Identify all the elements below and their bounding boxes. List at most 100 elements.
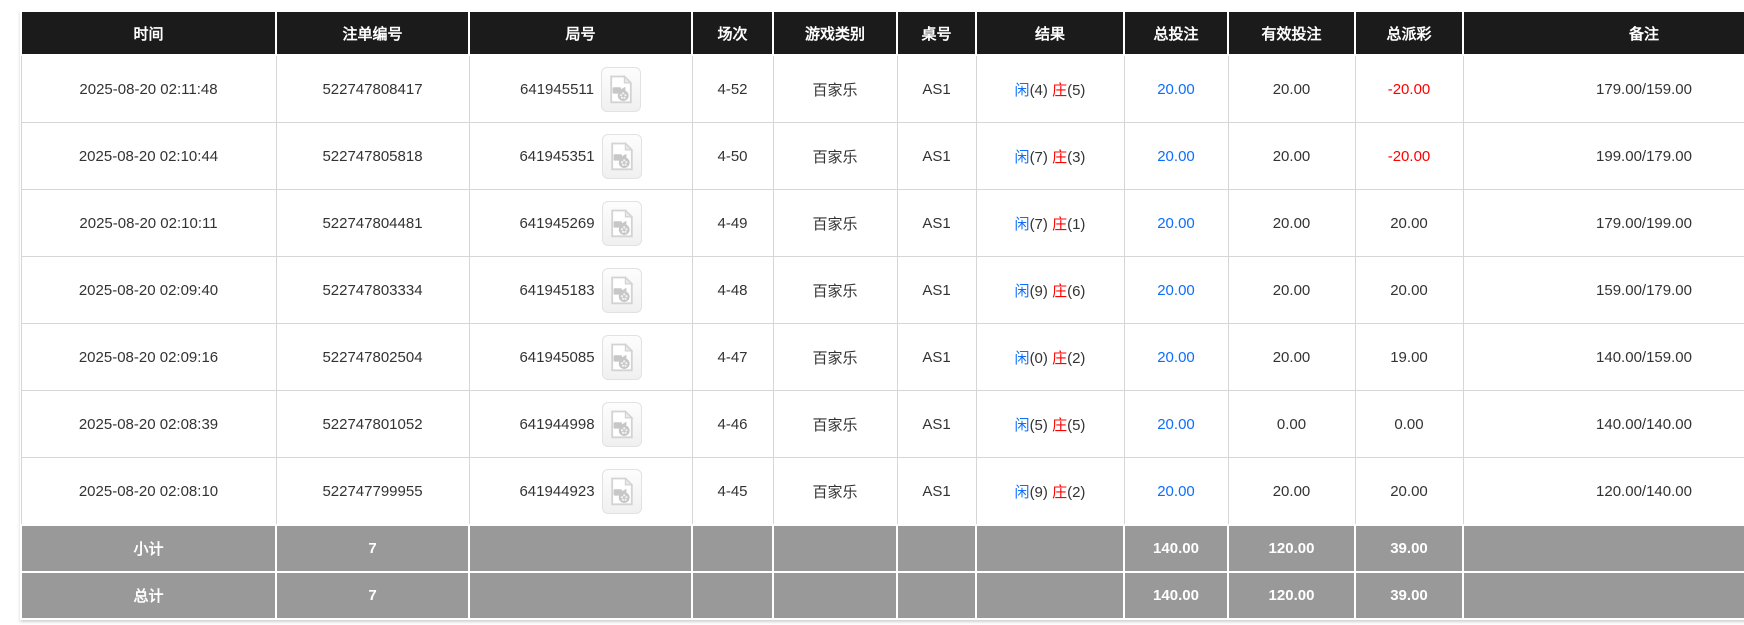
session-cell: 4-45 (691, 457, 774, 526)
valid-bet-cell: 20.00 (1227, 122, 1356, 190)
valid-bet-cell: 20.00 (1227, 457, 1356, 526)
table-no-cell: AS1 (896, 390, 977, 458)
bet-id-cell: 522747808417 (275, 54, 470, 123)
valid-bet-cell: 0.00 (1227, 390, 1356, 458)
game-type-cell: 百家乐 (772, 323, 898, 391)
total-bet-cell[interactable]: 20.00 (1123, 122, 1229, 190)
column-header-session: 场次 (691, 10, 774, 56)
banker-result-label: 庄 (1052, 282, 1068, 300)
summary-row: 总计 7 140.00 120.00 39.00 (20, 571, 1744, 620)
game-type-cell: 百家乐 (772, 457, 898, 526)
column-header-valid_bet: 有效投注 (1227, 10, 1356, 56)
column-header-remark: 备注 (1462, 10, 1744, 56)
round-id-value: 641945511 (520, 80, 594, 98)
table-row: 2025-08-20 02:10:44 522747805818 6419453… (20, 122, 1744, 190)
video-file-icon (611, 275, 634, 304)
payout-cell: 0.00 (1354, 390, 1464, 458)
payout-cell: -20.00 (1354, 122, 1464, 190)
round-id-cell: 641945511 (468, 54, 693, 123)
video-replay-button[interactable] (601, 200, 642, 246)
round-id-cell: 641945183 (468, 256, 693, 324)
time-cell: 2025-08-20 02:09:40 (20, 256, 277, 324)
banker-result-label: 庄 (1052, 148, 1068, 166)
column-header-bet_id: 注单编号 (275, 10, 470, 56)
table-body: 2025-08-20 02:11:48 522747808417 6419455… (20, 54, 1744, 526)
round-id-cell: 641945351 (468, 122, 693, 190)
payout-cell: -20.00 (1354, 54, 1464, 123)
table-no-cell: AS1 (896, 189, 977, 257)
banker-result-score: (5) (1067, 81, 1086, 99)
table-no-cell: AS1 (896, 323, 977, 391)
banker-result-score: (1) (1067, 215, 1086, 233)
summary-total-bet-cell: 140.00 (1123, 571, 1229, 620)
video-file-icon (610, 74, 633, 103)
summary-count-cell: 7 (275, 571, 470, 620)
round-id-value: 641944923 (519, 482, 595, 500)
valid-bet-cell: 20.00 (1227, 256, 1356, 324)
video-replay-button[interactable] (601, 401, 642, 447)
player-result-score: (9) (1029, 282, 1048, 300)
player-result-score: (9) (1029, 483, 1048, 501)
bet-id-cell: 522747805818 (275, 122, 470, 190)
result-cell: 闲(7) 庄(3) (975, 122, 1125, 190)
video-file-icon (611, 476, 634, 505)
payout-cell: 20.00 (1354, 189, 1464, 257)
column-header-table_no: 桌号 (896, 10, 977, 56)
round-id-value: 641945269 (519, 214, 595, 232)
table-no-cell: AS1 (896, 457, 977, 526)
result-cell: 闲(9) 庄(6) (975, 256, 1125, 324)
bet-id-cell: 522747803334 (275, 256, 470, 324)
total-bet-cell[interactable]: 20.00 (1123, 189, 1229, 257)
time-cell: 2025-08-20 02:08:39 (20, 390, 277, 458)
payout-cell: 20.00 (1354, 256, 1464, 324)
round-id-value: 641945351 (519, 147, 595, 165)
table-row: 2025-08-20 02:08:39 522747801052 6419449… (20, 390, 1744, 458)
total-bet-cell[interactable]: 20.00 (1123, 256, 1229, 324)
total-bet-cell[interactable]: 20.00 (1123, 390, 1229, 458)
banker-result-score: (6) (1067, 282, 1086, 300)
result-cell: 闲(5) 庄(5) (975, 390, 1125, 458)
summary-total-bet-cell: 140.00 (1123, 524, 1229, 573)
table-row: 2025-08-20 02:10:11 522747804481 6419452… (20, 189, 1744, 257)
table-foot: 小计 7 140.00 120.00 39.00 总计 7 140.00 120… (20, 524, 1744, 620)
time-cell: 2025-08-20 02:11:48 (20, 54, 277, 123)
game-type-cell: 百家乐 (772, 122, 898, 190)
video-replay-button[interactable] (601, 267, 642, 313)
player-result-score: (7) (1029, 148, 1048, 166)
player-result-score: (5) (1029, 416, 1048, 434)
player-result-label: 闲 (1014, 483, 1030, 501)
valid-bet-cell: 20.00 (1227, 189, 1356, 257)
banker-result-score: (2) (1067, 483, 1086, 501)
video-replay-button[interactable] (601, 133, 642, 179)
column-header-game_type: 游戏类别 (772, 10, 898, 56)
player-result-score: (0) (1029, 349, 1048, 367)
table-row: 2025-08-20 02:11:48 522747808417 6419455… (20, 54, 1744, 123)
remark-cell: 179.00/159.00 (1462, 54, 1744, 123)
banker-result-label: 庄 (1052, 215, 1068, 233)
time-cell: 2025-08-20 02:10:44 (20, 122, 277, 190)
session-cell: 4-49 (691, 189, 774, 257)
video-file-icon (611, 342, 634, 371)
bet-records-panel: 时间 注单编号 局号 场次 游戏类别 桌号 结果 总投注 有效投注 总派彩 备注 2025-08-2… (20, 10, 1744, 620)
player-result-label: 闲 (1014, 81, 1030, 99)
video-replay-button[interactable] (601, 468, 642, 514)
video-file-icon (611, 208, 634, 237)
player-result-label: 闲 (1014, 148, 1030, 166)
summary-label-cell: 总计 (20, 571, 277, 620)
total-bet-cell[interactable]: 20.00 (1123, 457, 1229, 526)
session-cell: 4-47 (691, 323, 774, 391)
total-bet-cell[interactable]: 20.00 (1123, 54, 1229, 123)
round-id-value: 641944998 (519, 415, 595, 433)
player-result-label: 闲 (1014, 215, 1030, 233)
video-replay-button[interactable] (600, 66, 641, 112)
remark-cell: 140.00/140.00 (1462, 390, 1744, 458)
result-cell: 闲(7) 庄(1) (975, 189, 1125, 257)
payout-cell: 19.00 (1354, 323, 1464, 391)
video-file-icon (611, 141, 634, 170)
video-replay-button[interactable] (601, 334, 642, 380)
summary-label-cell: 小计 (20, 524, 277, 573)
column-header-round_id: 局号 (468, 10, 693, 56)
summary-valid-bet-cell: 120.00 (1227, 524, 1356, 573)
column-header-total_bet: 总投注 (1123, 10, 1229, 56)
total-bet-cell[interactable]: 20.00 (1123, 323, 1229, 391)
